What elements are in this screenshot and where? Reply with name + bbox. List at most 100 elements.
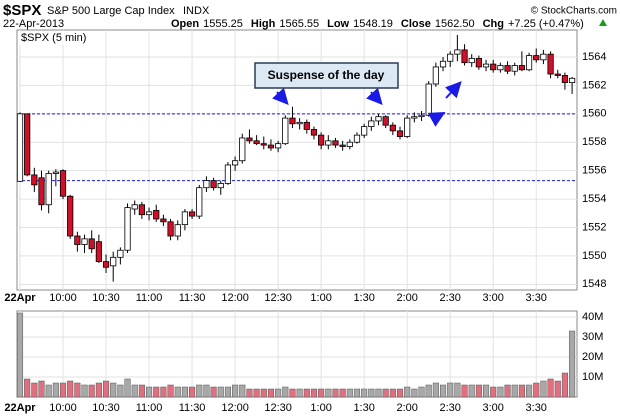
x-tick-label: 3:00 (483, 402, 504, 414)
candle-body (31, 174, 38, 186)
candle-body (454, 49, 461, 55)
volume-bar (447, 382, 454, 398)
x-tick-label: 11:00 (136, 402, 163, 414)
candle-body (24, 113, 31, 176)
volume-bar (533, 382, 540, 398)
stat-label: High (251, 18, 276, 30)
panel-label: $SPX (5 min) (21, 32, 86, 44)
volume-bar (260, 388, 267, 398)
volume-bar (67, 380, 74, 398)
x-tick-label: 12:30 (264, 292, 292, 304)
candle-body (361, 126, 368, 136)
candle-body (217, 183, 224, 189)
volume-bar (511, 384, 518, 398)
x-tick-label: 1:30 (353, 402, 374, 414)
volume-bar (432, 382, 439, 398)
volume-bar (425, 384, 432, 398)
volume-bar (375, 388, 382, 398)
volume-bar (353, 388, 361, 398)
volume-bar (282, 386, 289, 398)
candle-body (439, 60, 447, 68)
candle-body (145, 211, 153, 216)
volume-bar (346, 388, 353, 398)
volume-bar (475, 384, 482, 398)
volume-bar (411, 388, 418, 398)
candle-body (88, 238, 95, 250)
candle-body (224, 164, 232, 184)
stat-label: Close (401, 18, 431, 30)
y-tick-label: 1558 (582, 136, 606, 148)
candle-body (368, 120, 375, 128)
y-tick-label: 30M (582, 331, 603, 343)
volume-bar (74, 382, 81, 398)
candle-body (533, 55, 540, 61)
volume-bar (124, 378, 131, 398)
candle-body (518, 65, 526, 71)
volume-bar (389, 388, 396, 398)
volume-bar (160, 386, 167, 398)
arrow (366, 87, 383, 105)
volume-bar (490, 386, 497, 398)
x-tick-label: 3:30 (526, 402, 547, 414)
volume-bar (246, 388, 253, 398)
volume-bar (310, 388, 318, 398)
volume-bar (102, 380, 110, 398)
volume-bar (81, 384, 88, 398)
candle-body (131, 204, 138, 210)
candle-body (339, 144, 346, 147)
candle-body (332, 140, 339, 146)
candle-body (231, 160, 239, 166)
volume-bar (461, 384, 468, 398)
candle-body (167, 221, 174, 237)
candle-body (282, 117, 289, 145)
volume-bar (303, 388, 310, 398)
stat-label: Low (327, 18, 349, 30)
volume-bar (196, 384, 203, 398)
candle-body (325, 140, 332, 146)
volume-bar (439, 384, 447, 398)
x-tick-label: 2:30 (439, 292, 460, 304)
candle-body (267, 144, 275, 149)
candle-body (174, 224, 181, 237)
volume-bar (138, 384, 145, 398)
x-tick-label: 10:30 (92, 292, 120, 304)
stat-label: Open (171, 18, 199, 30)
y-tick-label: 1550 (582, 250, 606, 262)
up-triangle (599, 19, 607, 26)
volume-bar (289, 388, 296, 398)
x-tick-label: 1:30 (353, 292, 374, 304)
x-tick-label: 12:30 (264, 402, 292, 414)
volume-bar (275, 388, 282, 398)
x-tick-label: 22Apr (4, 292, 36, 304)
candle-body (554, 73, 561, 76)
volume-bar (526, 384, 533, 398)
volume-layer: 10M 20M 30M 40M 22Apr 10:00 10:30 11:00 11:30 12:… (4, 311, 603, 414)
y-tick-label: 1562 (582, 79, 606, 91)
candle-body (153, 210, 160, 220)
volume-bar (224, 386, 231, 398)
candle-body (95, 241, 102, 262)
candle-body (74, 235, 81, 245)
candle-body (396, 130, 404, 137)
stat-value: 1565.55 (279, 18, 319, 30)
stat-value: 1562.50 (435, 18, 475, 30)
y-tick-label: 40M (582, 311, 603, 323)
x-tick-label: 12:00 (221, 402, 249, 414)
volume-bar (468, 384, 475, 398)
candle-body (353, 134, 361, 143)
x-tick-label: 2:00 (396, 292, 417, 304)
volume-bar (217, 386, 224, 398)
stats: Open 1555.25 High 1565.55 Low 1548.19 Close 156… (171, 18, 584, 30)
candle-body (497, 65, 504, 71)
annotation-box (254, 62, 399, 89)
volume-bar (31, 382, 38, 398)
volume-bar (267, 388, 274, 398)
x-tick-label: 1:00 (310, 402, 331, 414)
candle-body (547, 53, 554, 75)
volume-bar (404, 386, 411, 398)
volume-bar (296, 388, 303, 398)
volume-bar (146, 386, 153, 398)
arrow (427, 112, 446, 127)
volume-bar (368, 388, 375, 398)
